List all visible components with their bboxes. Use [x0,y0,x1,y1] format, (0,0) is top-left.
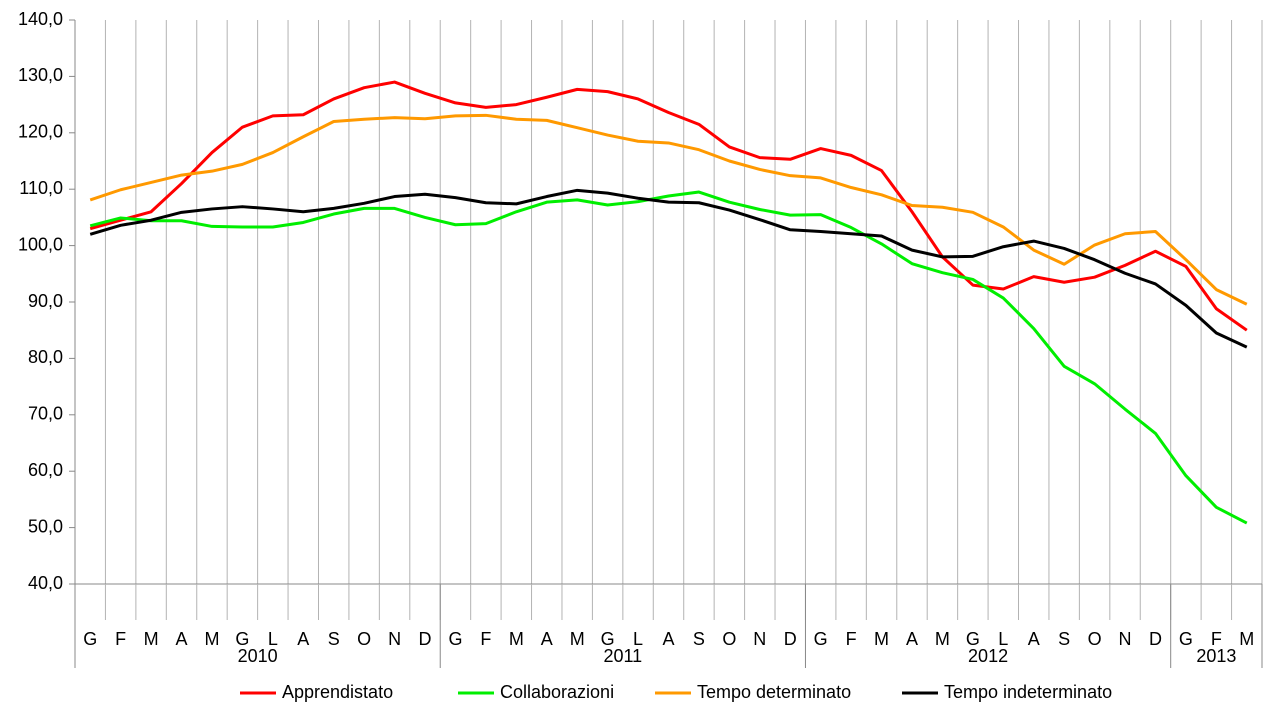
y-tick-label: 70,0 [28,404,63,424]
x-tick-label: L [268,629,278,649]
x-tick-label: A [297,629,309,649]
x-tick-label: O [722,629,736,649]
year-label: 2012 [968,646,1008,666]
series-line [89,80,1248,332]
series-line [89,190,1248,525]
x-tick-label: G [448,629,462,649]
x-tick-label: M [204,629,219,649]
x-tick-label: S [328,629,340,649]
x-tick-label: F [846,629,857,649]
x-tick-label: M [570,629,585,649]
y-tick-label: 50,0 [28,516,63,536]
x-tick-label: G [966,629,980,649]
x-tick-label: S [693,629,705,649]
series-line [89,188,1248,349]
x-tick-label: M [1239,629,1254,649]
x-tick-label: D [784,629,797,649]
x-tick-label: F [1211,629,1222,649]
y-tick-label: 130,0 [18,65,63,85]
y-tick-label: 40,0 [28,573,63,593]
legend-label: Tempo determinato [697,682,851,702]
x-tick-label: G [235,629,249,649]
y-tick-label: 80,0 [28,347,63,367]
x-tick-label: M [874,629,889,649]
x-tick-label: N [1119,629,1132,649]
x-tick-label: S [1058,629,1070,649]
x-tick-label: D [419,629,432,649]
year-label: 2011 [603,646,642,666]
x-tick-label: O [357,629,371,649]
year-label: 2013 [1196,646,1236,666]
x-tick-label: N [388,629,401,649]
x-tick-label: G [1179,629,1193,649]
x-tick-label: M [144,629,159,649]
x-tick-label: A [541,629,553,649]
x-tick-label: A [662,629,674,649]
y-tick-label: 100,0 [18,234,63,254]
y-tick-label: 110,0 [19,178,63,198]
x-tick-label: A [1028,629,1040,649]
y-tick-label: 60,0 [28,460,63,480]
x-tick-label: D [1149,629,1162,649]
x-tick-label: M [509,629,524,649]
x-tick-label: G [601,629,615,649]
x-tick-label: F [480,629,491,649]
x-tick-label: M [935,629,950,649]
x-tick-label: L [633,629,643,649]
legend-label: Collaborazioni [500,682,614,702]
x-tick-label: G [83,629,97,649]
y-tick-label: 120,0 [18,122,63,142]
x-tick-label: N [753,629,766,649]
x-tick-label: F [115,629,126,649]
x-tick-label: O [1088,629,1102,649]
series-line [89,113,1248,306]
x-tick-label: G [814,629,828,649]
x-tick-label: L [998,629,1008,649]
y-tick-label: 140,0 [18,9,63,29]
y-tick-label: 90,0 [28,291,63,311]
year-label: 2010 [238,646,278,666]
x-tick-label: A [176,629,188,649]
legend-label: Apprendistato [282,682,393,702]
x-tick-label: A [906,629,918,649]
legend-label: Tempo indeterminato [944,682,1112,702]
